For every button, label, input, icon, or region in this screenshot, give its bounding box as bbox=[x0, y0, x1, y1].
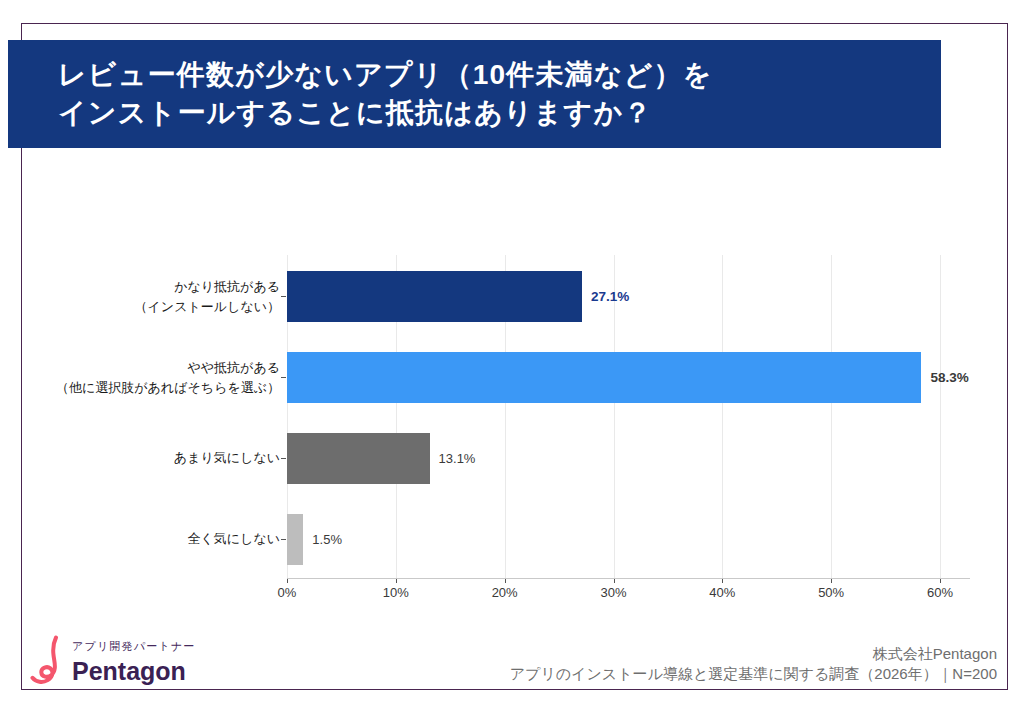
logo-tagline: アプリ開発パートナー bbox=[72, 639, 196, 654]
x-axis-tick-label: 40% bbox=[687, 585, 757, 600]
category-label: あまり気にしない bbox=[20, 448, 280, 468]
x-axis-tick-label: 10% bbox=[361, 585, 431, 600]
chart-bar bbox=[287, 271, 582, 322]
x-axis-tick-label: 50% bbox=[796, 585, 866, 600]
value-label: 27.1% bbox=[591, 289, 629, 304]
y-axis-tick bbox=[281, 539, 286, 540]
source-attribution: 株式会社Pentagon アプリのインストール導線と選定基準に関する調査（202… bbox=[510, 644, 997, 683]
gridline bbox=[722, 255, 723, 578]
logo-brand: Pentagon bbox=[72, 658, 196, 684]
gridline bbox=[831, 255, 832, 578]
value-label: 1.5% bbox=[312, 532, 342, 547]
chart-bar bbox=[287, 514, 303, 565]
x-axis-tick-label: 60% bbox=[905, 585, 975, 600]
pentagon-squiggle-icon bbox=[30, 635, 62, 685]
x-axis-tick-label: 0% bbox=[252, 585, 322, 600]
gridline bbox=[940, 255, 941, 578]
page-title-line2: インストールすることに抵抗はありますか？ bbox=[58, 94, 941, 132]
survey-infographic: レビュー件数が少ないアプリ（10件未満など）を インストールすることに抵抗はあり… bbox=[0, 0, 1030, 712]
category-label: やや抵抗がある （他に選択肢があればそちらを選ぶ） bbox=[20, 358, 280, 397]
pentagon-logo: アプリ開発パートナー Pentagon bbox=[30, 635, 196, 685]
source-company: 株式会社Pentagon bbox=[510, 644, 997, 664]
y-axis-tick bbox=[281, 296, 286, 297]
category-label: 全く気にしない bbox=[20, 529, 280, 549]
source-survey: アプリのインストール導線と選定基準に関する調査（2026年）｜N=200 bbox=[510, 664, 997, 684]
y-axis-tick bbox=[281, 377, 286, 378]
value-label: 58.3% bbox=[930, 370, 968, 385]
x-axis-tick-label: 20% bbox=[470, 585, 540, 600]
page-title-line1: レビュー件数が少ないアプリ（10件未満など）を bbox=[58, 56, 941, 94]
category-label: かなり抵抗がある （インストールしない） bbox=[20, 277, 280, 316]
x-axis-line bbox=[287, 578, 970, 579]
x-axis-tick-label: 30% bbox=[579, 585, 649, 600]
chart-bar bbox=[287, 352, 921, 403]
logo-text: アプリ開発パートナー Pentagon bbox=[72, 635, 196, 684]
y-axis-tick bbox=[281, 458, 286, 459]
value-label: 13.1% bbox=[439, 451, 476, 466]
title-banner: レビュー件数が少ないアプリ（10件未満など）を インストールすることに抵抗はあり… bbox=[8, 40, 941, 148]
chart-bar bbox=[287, 433, 430, 484]
